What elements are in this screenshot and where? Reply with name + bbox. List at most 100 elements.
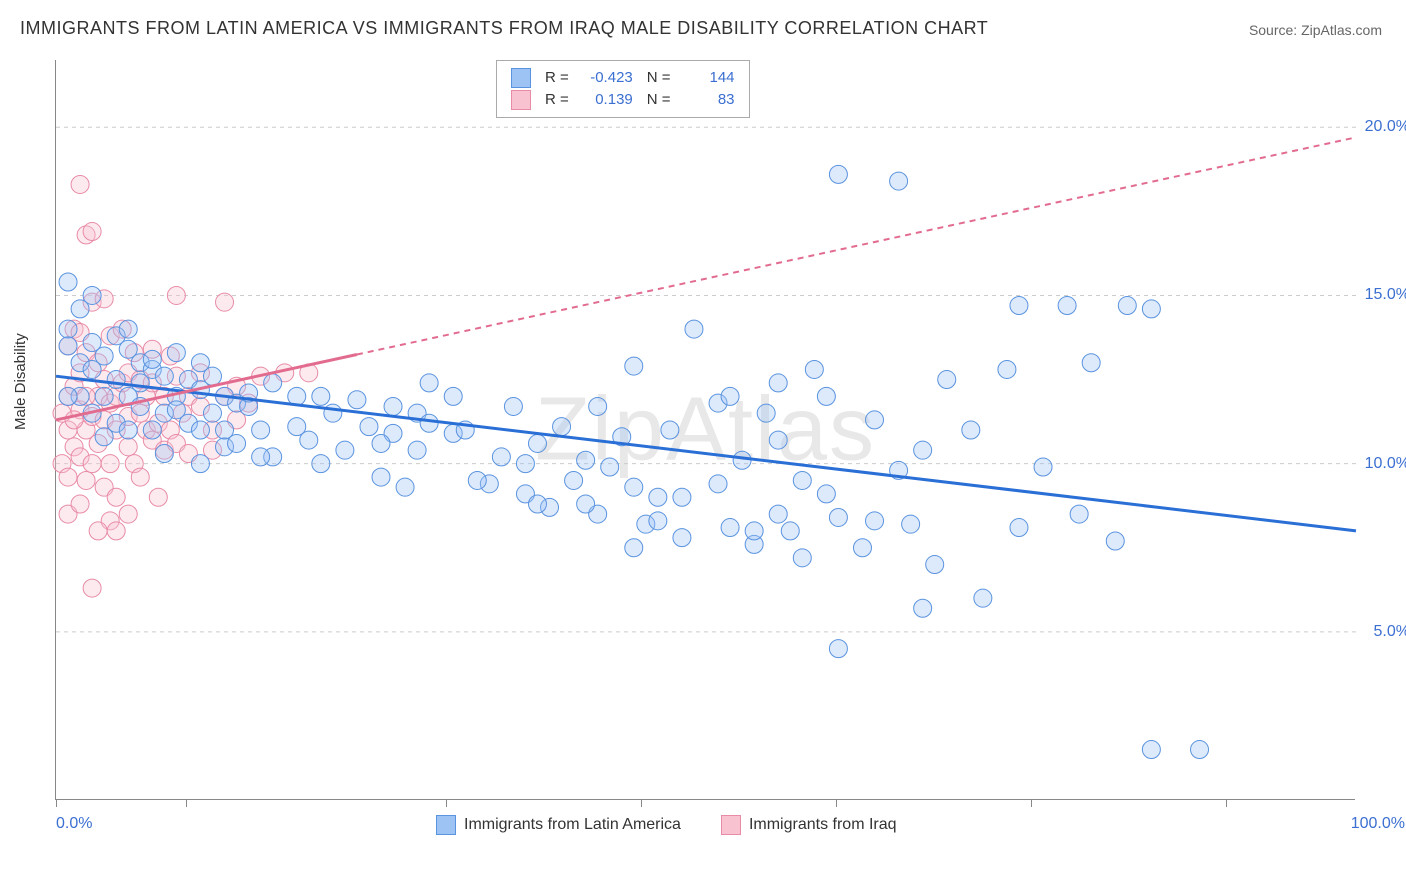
scatter-point	[565, 471, 583, 489]
scatter-point	[528, 434, 546, 452]
scatter-point	[926, 556, 944, 574]
scatter-point	[793, 471, 811, 489]
scatter-point	[384, 397, 402, 415]
scatter-point	[553, 418, 571, 436]
scatter-point	[95, 347, 113, 365]
scatter-point	[83, 223, 101, 241]
scatter-point	[77, 471, 95, 489]
scatter-point	[252, 421, 270, 439]
scatter-point	[119, 320, 137, 338]
x-tick	[446, 799, 447, 807]
scatter-point	[1118, 297, 1136, 315]
scatter-point	[420, 414, 438, 432]
scatter-point	[661, 421, 679, 439]
scatter-point	[101, 455, 119, 473]
scatter-point	[372, 468, 390, 486]
x-tick	[56, 799, 57, 807]
x-tick	[1031, 799, 1032, 807]
legend-item: Immigrants from Latin America	[436, 815, 681, 835]
scatter-point	[649, 488, 667, 506]
scatter-point	[516, 455, 534, 473]
scatter-point	[155, 445, 173, 463]
scatter-point	[1082, 354, 1100, 372]
scatter-point	[420, 374, 438, 392]
scatter-point	[1191, 741, 1209, 759]
scatter-point	[119, 505, 137, 523]
source-attribution: Source: ZipAtlas.com	[1249, 22, 1382, 38]
scatter-point	[216, 293, 234, 311]
scatter-point	[107, 488, 125, 506]
scatter-point	[155, 367, 173, 385]
scatter-point	[781, 522, 799, 540]
x-tick	[1226, 799, 1227, 807]
scatter-point	[107, 371, 125, 389]
swatch-pink	[721, 815, 741, 835]
scatter-point	[167, 344, 185, 362]
scatter-point	[721, 519, 739, 537]
y-axis-label: Male Disability	[12, 333, 29, 430]
scatter-point	[1106, 532, 1124, 550]
scatter-point	[83, 286, 101, 304]
scatter-point	[504, 397, 522, 415]
scatter-point	[492, 448, 510, 466]
scatter-point	[1142, 300, 1160, 318]
scatter-point	[95, 387, 113, 405]
regression-line-dashed	[357, 137, 1356, 354]
scatter-point	[89, 522, 107, 540]
scatter-point	[312, 455, 330, 473]
scatter-point	[83, 579, 101, 597]
scatter-point	[191, 354, 209, 372]
scatter-point	[119, 438, 137, 456]
series-legend: Immigrants from Latin America Immigrants…	[436, 815, 897, 835]
scatter-point	[396, 478, 414, 496]
scatter-point	[1034, 458, 1052, 476]
scatter-point	[348, 391, 366, 409]
scatter-point	[107, 522, 125, 540]
scatter-point	[468, 471, 486, 489]
scatter-point	[769, 505, 787, 523]
scatter-point	[673, 529, 691, 547]
x-tick	[186, 799, 187, 807]
scatter-point	[264, 374, 282, 392]
scatter-point	[149, 488, 167, 506]
legend-item: Immigrants from Iraq	[721, 815, 897, 835]
scatter-point	[59, 468, 77, 486]
scatter-point	[1010, 519, 1028, 537]
scatter-point	[625, 478, 643, 496]
scatter-point	[673, 488, 691, 506]
chart-svg	[56, 60, 1355, 799]
scatter-point	[1058, 297, 1076, 315]
scatter-point	[300, 431, 318, 449]
scatter-point	[805, 360, 823, 378]
scatter-point	[745, 522, 763, 540]
regression-line	[56, 376, 1356, 531]
scatter-point	[866, 411, 884, 429]
scatter-point	[577, 451, 595, 469]
scatter-point	[191, 455, 209, 473]
y-tick-label: 5.0%	[1374, 623, 1406, 641]
legend-label: Immigrants from Latin America	[464, 816, 681, 834]
scatter-point	[962, 421, 980, 439]
scatter-point	[685, 320, 703, 338]
scatter-point	[71, 175, 89, 193]
chart-title: IMMIGRANTS FROM LATIN AMERICA VS IMMIGRA…	[20, 18, 988, 39]
scatter-point	[360, 418, 378, 436]
scatter-point	[59, 320, 77, 338]
scatter-point	[601, 458, 619, 476]
scatter-point	[914, 599, 932, 617]
scatter-point	[83, 455, 101, 473]
scatter-point	[793, 549, 811, 567]
scatter-point	[625, 539, 643, 557]
scatter-point	[757, 404, 775, 422]
x-tick	[641, 799, 642, 807]
scatter-point	[709, 475, 727, 493]
scatter-point	[203, 404, 221, 422]
scatter-point	[902, 515, 920, 533]
scatter-point	[577, 495, 595, 513]
scatter-point	[853, 539, 871, 557]
scatter-point	[866, 512, 884, 530]
scatter-point	[372, 434, 390, 452]
legend-label: Immigrants from Iraq	[749, 816, 897, 834]
scatter-point	[59, 337, 77, 355]
y-tick-label: 15.0%	[1365, 286, 1406, 304]
